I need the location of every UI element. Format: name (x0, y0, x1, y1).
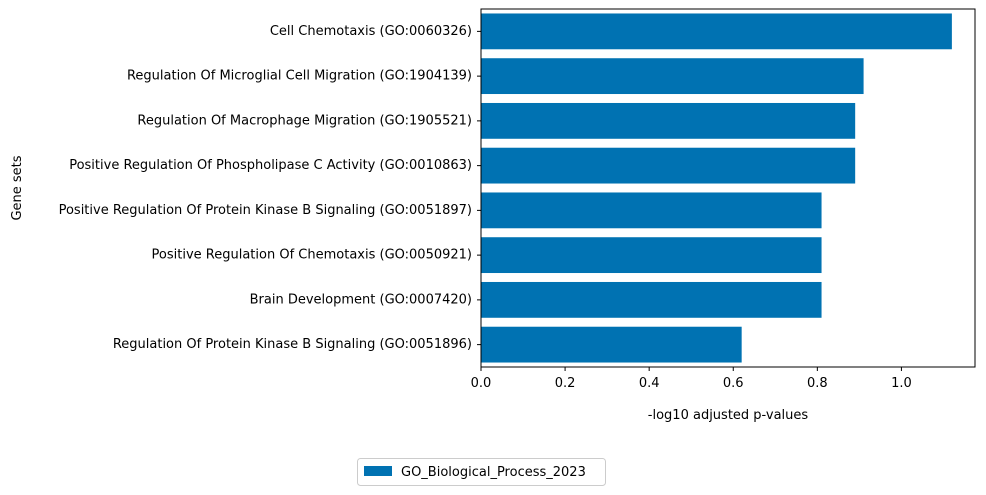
y-tick-label: Positive Regulation Of Protein Kinase B … (59, 203, 472, 218)
x-tick-label: 0.8 (807, 376, 828, 391)
bars-group (481, 13, 952, 363)
legend-label: GO_Biological_Process_2023 (401, 465, 586, 480)
y-tick-label: Regulation Of Protein Kinase B Signaling… (113, 337, 472, 352)
bar (481, 13, 952, 50)
plot-frame (480, 8, 976, 368)
x-tick-label: 0.0 (471, 376, 492, 391)
y-tick-label: Regulation Of Macrophage Migration (GO:1… (137, 113, 472, 128)
y-ticks: Cell Chemotaxis (GO:0060326) Regulation O… (59, 24, 481, 352)
bar (481, 192, 822, 229)
legend: GO_Biological_Process_2023 (357, 458, 606, 486)
y-tick-label: Brain Development (GO:0007420) (250, 292, 472, 307)
y-tick-label: Regulation Of Microglial Cell Migration … (127, 69, 472, 84)
x-tick-label: 0.4 (639, 376, 660, 391)
legend-swatch (364, 466, 392, 476)
x-tick-label: 0.2 (555, 376, 576, 391)
bar (481, 237, 822, 274)
x-ticks: 0.0 0.2 0.4 0.6 0.8 1.0 (471, 367, 912, 391)
bar (481, 281, 822, 318)
x-tick-label: 0.6 (723, 376, 744, 391)
y-axis-label: Gene sets (10, 155, 25, 220)
bar (481, 58, 864, 95)
bar (481, 147, 856, 184)
legend-box (357, 458, 606, 486)
x-tick-label: 1.0 (891, 376, 912, 391)
bar (481, 326, 742, 363)
y-tick-label: Positive Regulation Of Phospholipase C A… (69, 158, 472, 173)
y-tick-label: Cell Chemotaxis (GO:0060326) (270, 24, 472, 39)
bar (481, 102, 856, 139)
x-axis-label: -log10 adjusted p-values (648, 408, 809, 423)
y-tick-label: Positive Regulation Of Chemotaxis (GO:00… (152, 248, 472, 263)
